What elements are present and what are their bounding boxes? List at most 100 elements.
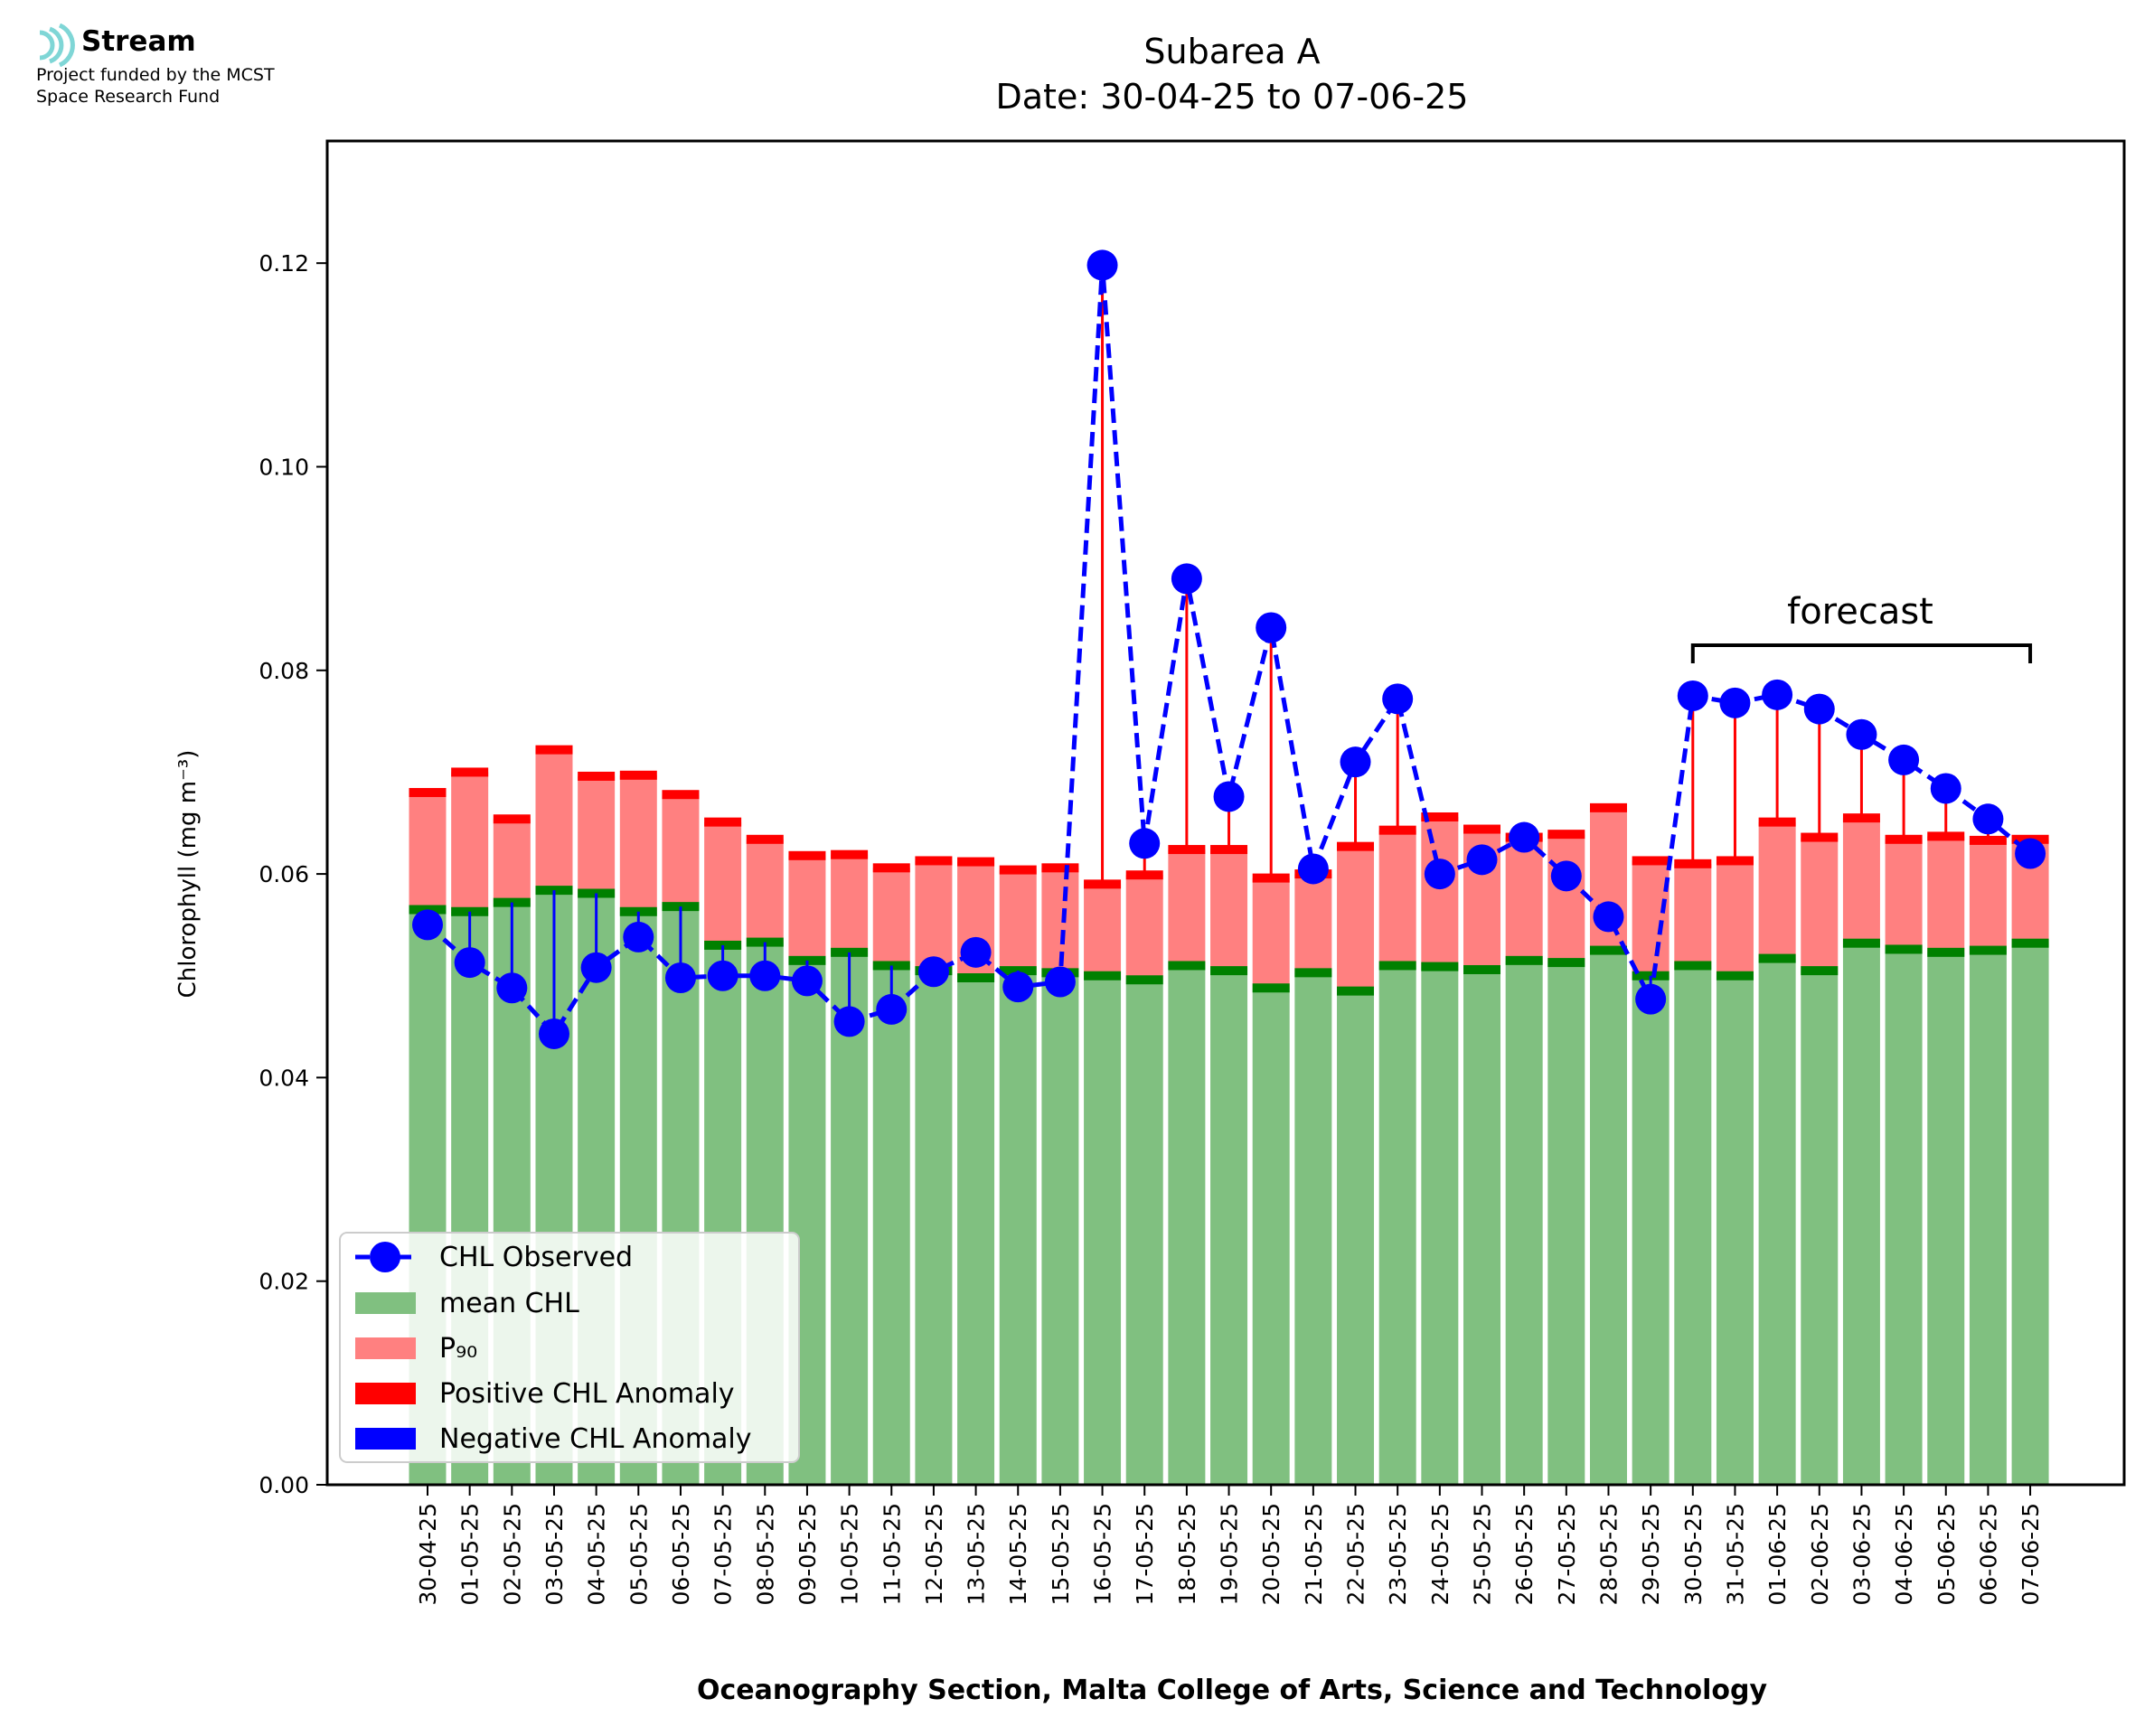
mean-cap xyxy=(1801,966,1839,976)
p90-cap xyxy=(1041,863,1079,873)
mean-cap xyxy=(1758,953,1796,963)
observed-point xyxy=(623,921,654,952)
p90-bar xyxy=(1252,877,1290,989)
observed-point xyxy=(1550,860,1582,892)
y-tick-label: 0.08 xyxy=(259,658,309,684)
observed-point xyxy=(1593,901,1624,933)
x-tick-label: 13-05-25 xyxy=(964,1503,990,1605)
observed-point xyxy=(960,936,992,968)
mean-cap xyxy=(1125,975,1163,985)
x-tick-label: 04-06-25 xyxy=(1891,1503,1917,1605)
observed-point xyxy=(1803,693,1835,725)
axes-layer: 0.00 0.02 0.04 0.06 0.08 0.10 0.12 30-04-25 01-0… xyxy=(259,139,2126,1605)
observed-point xyxy=(1044,966,1076,998)
mean-bar xyxy=(1463,969,1500,1485)
p90-cap xyxy=(1589,802,1627,812)
mean-cap xyxy=(957,972,995,982)
p90-bar xyxy=(1421,817,1459,967)
p90-bar xyxy=(1842,818,1880,943)
x-tick-label: 16-05-25 xyxy=(1090,1503,1116,1605)
observed-point xyxy=(1297,853,1329,885)
chart-subtitle: Date: 30-04-25 to 07-06-25 xyxy=(996,77,1469,117)
p90-cap xyxy=(872,863,910,873)
forecast-bracket xyxy=(1690,643,2033,663)
mean-bar xyxy=(1378,965,1416,1485)
observed-point xyxy=(791,965,823,997)
observed-point xyxy=(833,1006,865,1037)
legend-label-mean: mean CHL xyxy=(439,1288,579,1319)
p90-cap xyxy=(704,817,742,827)
p90-cap xyxy=(999,865,1037,875)
p90-cap xyxy=(578,771,616,781)
legend-swatch-positive-anomaly xyxy=(355,1383,416,1404)
mean-cap xyxy=(1927,947,1965,957)
observed-point xyxy=(749,960,781,991)
x-tick-label: 22-05-25 xyxy=(1343,1503,1369,1605)
x-tick-label: 25-05-25 xyxy=(1470,1503,1496,1605)
x-tick-label: 01-05-25 xyxy=(457,1503,484,1605)
x-tick-label: 03-05-25 xyxy=(541,1503,568,1605)
p90-bar xyxy=(1969,840,2007,951)
p90-cap xyxy=(662,790,700,800)
legend-swatch-negative-anomaly xyxy=(355,1428,416,1450)
mean-bar xyxy=(1041,972,1079,1485)
x-tick-label: 30-05-25 xyxy=(1680,1503,1707,1605)
observed-point xyxy=(1129,828,1161,859)
mean-cap xyxy=(1463,964,1500,974)
mean-bar xyxy=(1084,975,1122,1485)
observed-point xyxy=(1256,612,1287,643)
p90-cap xyxy=(1547,830,1585,840)
x-tick-label: 12-05-25 xyxy=(921,1503,947,1605)
observed-point xyxy=(1972,803,2004,835)
p90-bar xyxy=(493,819,531,903)
logo-funding-line1: Project funded by the MCST xyxy=(36,65,275,85)
observed-point xyxy=(1888,744,1920,775)
mean-cap xyxy=(1252,983,1290,993)
y-tick-label: 0.02 xyxy=(259,1269,309,1295)
mean-bar xyxy=(957,977,995,1485)
anomaly-lines-layer xyxy=(426,265,1989,1034)
p90-bar xyxy=(999,869,1037,971)
p90-bar xyxy=(1210,849,1248,971)
x-tick-label: 30-04-25 xyxy=(415,1503,441,1605)
x-tick-label: 11-05-25 xyxy=(879,1503,905,1605)
mean-cap xyxy=(1168,961,1206,971)
p90-bar xyxy=(746,839,784,943)
mean-bar xyxy=(1547,962,1585,1485)
p90-bar xyxy=(578,775,616,894)
logo-funding-line2: Space Research Fund xyxy=(36,87,221,107)
legend: CHL Observed mean CHL P₉₀ Positive CHL A… xyxy=(339,1232,800,1463)
x-tick-label: 23-05-25 xyxy=(1385,1503,1411,1605)
observed-point xyxy=(1635,983,1667,1015)
x-tick-label: 14-05-25 xyxy=(1005,1503,1031,1605)
p90-bar xyxy=(1337,846,1375,991)
x-tick-label: 20-05-25 xyxy=(1258,1503,1284,1605)
x-tick-label: 07-05-25 xyxy=(710,1503,737,1605)
observed-point xyxy=(1719,687,1751,718)
observed-point xyxy=(1171,563,1202,595)
observed-point xyxy=(454,947,485,979)
x-tick-label: 04-05-25 xyxy=(584,1503,610,1605)
p90-bar xyxy=(409,792,447,910)
observed-point xyxy=(707,960,738,991)
x-tick-label: 24-05-25 xyxy=(1427,1503,1453,1605)
mean-cap xyxy=(1337,986,1375,996)
p90-bar xyxy=(1168,849,1206,966)
x-tick-label: 29-05-25 xyxy=(1638,1503,1664,1605)
x-tick-label: 07-06-25 xyxy=(2018,1503,2044,1605)
x-tick-label: 02-06-25 xyxy=(1807,1503,1833,1605)
p90-bar xyxy=(704,821,742,945)
legend-swatch-p90 xyxy=(355,1337,416,1359)
x-tick-label: 19-05-25 xyxy=(1217,1503,1243,1605)
mean-bar xyxy=(1168,965,1206,1485)
observed-point xyxy=(1846,718,1877,750)
p90-cap xyxy=(831,849,869,859)
mean-bar xyxy=(1842,943,1880,1485)
p90-cap xyxy=(1421,812,1459,822)
signal-waves-icon xyxy=(39,23,75,67)
observed-point xyxy=(876,993,908,1025)
legend-label-p90: P₉₀ xyxy=(439,1333,477,1365)
mean-bar xyxy=(1252,988,1290,1485)
p90-bar xyxy=(1294,874,1332,973)
